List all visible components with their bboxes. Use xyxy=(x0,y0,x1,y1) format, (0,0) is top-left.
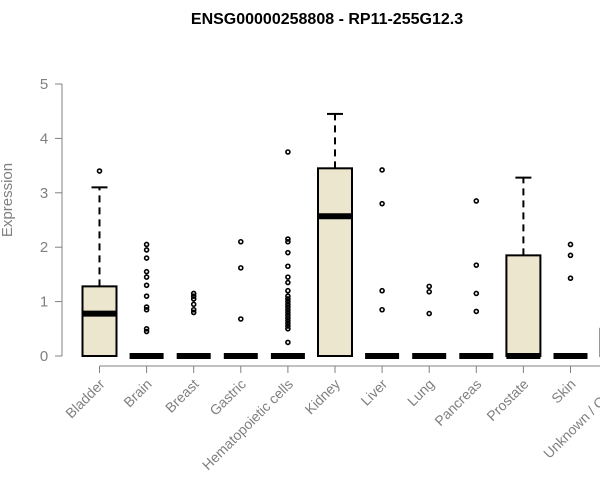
outlier-point xyxy=(143,255,150,261)
y-axis: 0 1 2 3 4 5 xyxy=(40,76,63,365)
outlier-point xyxy=(238,265,244,271)
y-tick-label: 3 xyxy=(40,185,48,202)
x-tick-label: Breast xyxy=(162,376,202,416)
y-tick-label: 0 xyxy=(40,348,48,365)
outlier-point xyxy=(143,304,150,310)
outlier-point xyxy=(285,323,291,329)
outlier-point xyxy=(285,236,291,242)
outlier-point xyxy=(143,306,150,313)
outlier-point xyxy=(285,293,291,299)
outlier-point xyxy=(143,241,150,248)
x-tick-label: Brain xyxy=(120,376,154,410)
x-tick-label: Lung xyxy=(404,376,437,409)
x-tick-label: Pancreas xyxy=(431,376,484,429)
outlier-point xyxy=(379,167,385,173)
box-prostate xyxy=(505,176,542,359)
outlier-point xyxy=(190,309,197,316)
outlier-point xyxy=(190,301,197,308)
outlier-point xyxy=(379,200,385,207)
outlier-point xyxy=(285,249,291,256)
outlier-point xyxy=(285,279,291,286)
box-brain xyxy=(129,241,164,359)
outlier-point xyxy=(285,320,291,327)
box-pancreas xyxy=(459,198,494,359)
outlier-point xyxy=(96,168,103,174)
outlier-point xyxy=(567,275,574,282)
outlier-point xyxy=(285,298,291,305)
outlier-point xyxy=(238,238,244,245)
y-tick-label: 5 xyxy=(40,76,48,93)
outlier-point xyxy=(285,296,291,302)
outlier-point xyxy=(426,310,433,317)
outlier-point xyxy=(426,289,433,295)
outlier-point xyxy=(285,306,291,313)
x-tick-label: Liver xyxy=(357,376,390,409)
x-tick-label: Gastric xyxy=(206,376,249,419)
y-tick-label: 1 xyxy=(40,294,48,311)
chart-title: ENSG00000258808 - RP11-255G12.3 xyxy=(191,11,463,28)
box-bladder xyxy=(81,168,118,358)
outlier-point xyxy=(473,308,480,315)
outlier-point xyxy=(143,325,150,332)
outlier-point xyxy=(473,198,480,204)
outlier-point xyxy=(285,274,291,280)
outlier-point xyxy=(285,287,291,294)
outlier-point xyxy=(143,282,150,289)
outlier-point xyxy=(285,301,291,308)
box-breast xyxy=(176,290,211,359)
outlier-point xyxy=(285,317,291,324)
box-series xyxy=(81,112,600,359)
outlier-point xyxy=(379,306,385,313)
outlier-point xyxy=(143,247,150,253)
outlier-point xyxy=(143,293,150,299)
box-body xyxy=(317,167,353,357)
outlier-point xyxy=(190,293,197,299)
outlier-point xyxy=(190,306,197,313)
outlier-point xyxy=(473,262,480,268)
outlier-point xyxy=(285,309,291,316)
outlier-point xyxy=(285,325,291,332)
y-tick-label: 4 xyxy=(40,130,48,147)
outlier-point xyxy=(285,263,291,270)
outlier-point xyxy=(285,149,291,155)
outlier-point xyxy=(143,268,150,275)
x-tick-label: Bladder xyxy=(62,376,108,422)
outlier-point xyxy=(285,315,291,321)
outlier-point xyxy=(238,316,244,322)
outlier-point xyxy=(285,312,291,319)
y-axis-label: Expression xyxy=(0,163,16,237)
outlier-point xyxy=(567,241,574,248)
x-tick-label: Hematopoietic cells xyxy=(199,376,296,473)
box-hematopoietic-cells xyxy=(270,149,305,359)
outlier-point xyxy=(379,287,385,294)
outlier-point xyxy=(567,252,574,259)
box-lung xyxy=(412,283,447,359)
x-tick-label: Prostate xyxy=(483,376,531,424)
x-tick-label: Skin xyxy=(548,376,579,407)
box-skin xyxy=(553,241,588,359)
box-liver xyxy=(365,167,400,359)
outlier-point xyxy=(285,339,291,346)
outlier-point xyxy=(473,290,480,297)
outlier-point xyxy=(143,274,150,280)
outlier-point xyxy=(190,290,197,297)
box-gastric xyxy=(223,238,258,359)
box-body xyxy=(505,254,542,357)
outlier-point xyxy=(190,296,197,302)
outlier-point xyxy=(285,238,291,245)
x-tick-label: Kidney xyxy=(302,376,344,418)
outlier-point xyxy=(143,328,150,335)
outlier-point xyxy=(426,283,433,290)
outlier-point xyxy=(285,304,291,310)
box-body xyxy=(81,285,118,358)
y-tick-label: 2 xyxy=(40,239,48,256)
box-kidney xyxy=(317,112,353,357)
